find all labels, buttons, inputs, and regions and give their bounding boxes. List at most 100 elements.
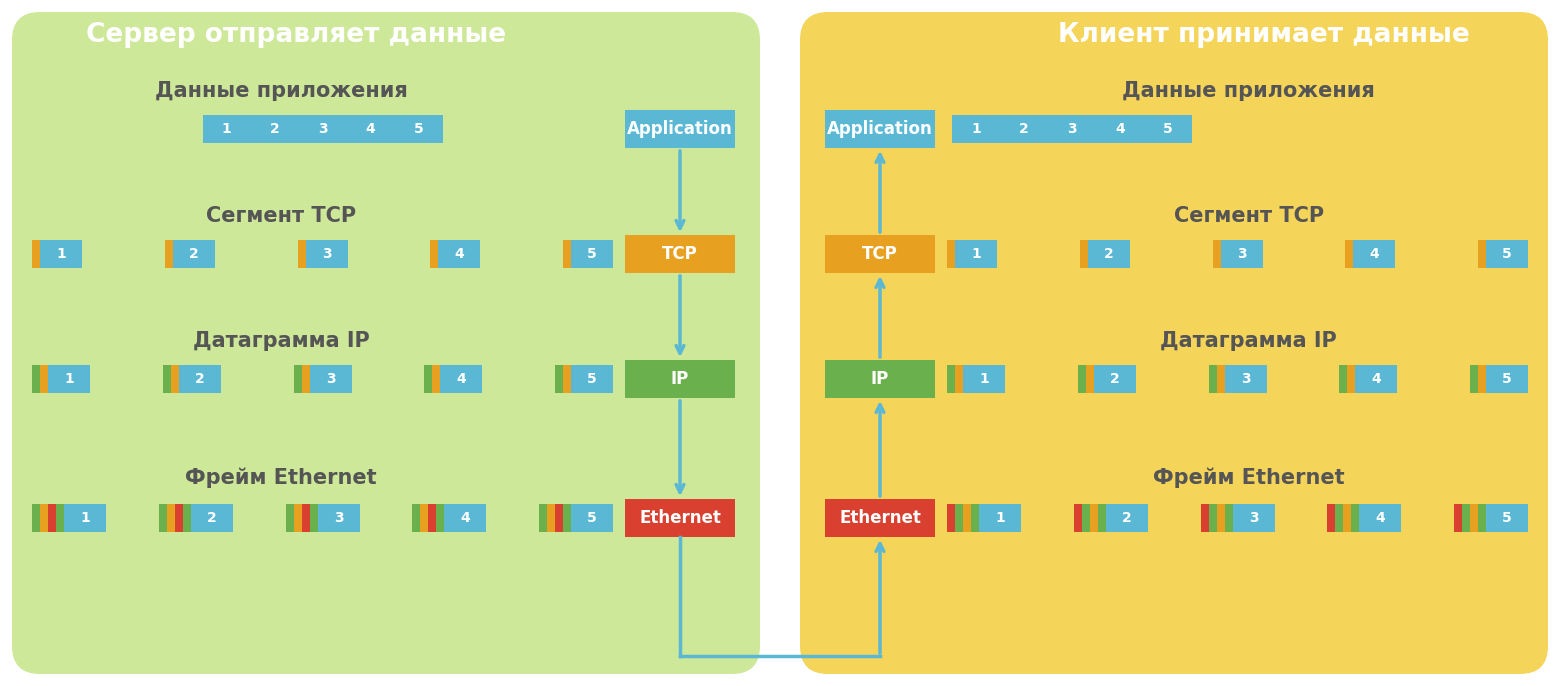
Bar <box>1106 504 1148 532</box>
Text: 1: 1 <box>80 511 90 525</box>
Bar <box>571 240 613 268</box>
Bar <box>548 504 555 532</box>
Bar <box>301 365 309 393</box>
Bar <box>1201 504 1209 532</box>
Bar <box>318 504 359 532</box>
Bar <box>33 240 41 268</box>
Text: 4: 4 <box>1371 372 1381 386</box>
Bar <box>1462 504 1470 532</box>
Bar <box>963 365 1005 393</box>
FancyBboxPatch shape <box>800 12 1548 674</box>
Bar <box>1073 504 1081 532</box>
Text: Данные приложения: Данные приложения <box>154 81 407 101</box>
Bar <box>1225 365 1267 393</box>
Bar <box>563 504 571 532</box>
Bar <box>1232 504 1275 532</box>
Bar <box>48 365 90 393</box>
Bar <box>41 504 48 532</box>
Bar <box>825 235 934 273</box>
Bar <box>1087 240 1129 268</box>
Bar <box>431 240 438 268</box>
Bar <box>1081 504 1090 532</box>
Text: 5: 5 <box>1502 372 1512 386</box>
Bar <box>1348 365 1356 393</box>
Text: 2: 2 <box>1122 511 1131 525</box>
Bar <box>285 504 293 532</box>
Bar <box>1470 365 1477 393</box>
Bar <box>947 240 955 268</box>
Bar <box>1217 504 1225 532</box>
Bar <box>175 504 183 532</box>
Text: 4: 4 <box>1370 247 1379 261</box>
Text: Данные приложения: Данные приложения <box>1122 81 1376 101</box>
Bar <box>301 504 309 532</box>
Text: Фрейм Ethernet: Фрейм Ethernet <box>1153 468 1345 488</box>
Bar <box>432 365 440 393</box>
Text: 2: 2 <box>207 511 217 525</box>
Text: 1: 1 <box>64 372 73 386</box>
Bar <box>33 365 41 393</box>
Text: 1: 1 <box>995 511 1005 525</box>
Bar <box>1212 240 1220 268</box>
Text: 3: 3 <box>326 372 335 386</box>
Bar <box>955 240 997 268</box>
Bar <box>424 365 432 393</box>
Bar <box>1345 240 1353 268</box>
Bar <box>555 365 563 393</box>
Bar <box>437 504 445 532</box>
Text: Клиент принимает данные: Клиент принимает данные <box>1058 22 1470 48</box>
Bar <box>626 360 735 398</box>
Bar <box>440 365 482 393</box>
Text: 5: 5 <box>587 511 597 525</box>
Bar <box>429 504 437 532</box>
Text: Сегмент TCP: Сегмент TCP <box>1173 206 1324 226</box>
Bar <box>1477 504 1487 532</box>
Text: 5: 5 <box>413 122 423 136</box>
Bar <box>306 240 348 268</box>
Bar <box>1086 365 1094 393</box>
Text: TCP: TCP <box>863 245 899 263</box>
FancyBboxPatch shape <box>12 12 760 674</box>
Bar <box>571 504 613 532</box>
Bar <box>970 504 980 532</box>
Bar <box>48 504 56 532</box>
Text: 2: 2 <box>1104 247 1114 261</box>
Bar <box>1353 240 1395 268</box>
Text: TCP: TCP <box>661 245 697 263</box>
Bar <box>445 504 487 532</box>
Bar <box>1359 504 1401 532</box>
Bar <box>1328 504 1335 532</box>
Bar <box>1477 365 1487 393</box>
Bar <box>825 499 934 537</box>
Text: 1: 1 <box>972 122 981 136</box>
Bar <box>626 110 735 148</box>
Bar <box>412 504 420 532</box>
Text: Ethernet: Ethernet <box>839 509 920 527</box>
Bar <box>190 504 232 532</box>
Bar <box>420 504 429 532</box>
Bar <box>1090 504 1098 532</box>
Text: Application: Application <box>827 120 933 138</box>
Text: Application: Application <box>627 120 733 138</box>
Bar <box>540 504 548 532</box>
Text: 2: 2 <box>189 247 198 261</box>
Bar <box>1454 504 1462 532</box>
Bar <box>825 110 934 148</box>
Text: 5: 5 <box>587 372 597 386</box>
Bar <box>1209 365 1217 393</box>
Text: 3: 3 <box>1240 372 1250 386</box>
Text: 5: 5 <box>1164 122 1173 136</box>
Text: 2: 2 <box>195 372 204 386</box>
Bar <box>1078 365 1086 393</box>
Bar <box>167 504 175 532</box>
Text: 3: 3 <box>321 247 331 261</box>
Bar <box>825 360 934 398</box>
Text: 4: 4 <box>1376 511 1385 525</box>
Text: 1: 1 <box>56 247 66 261</box>
Bar <box>955 365 963 393</box>
Bar <box>1343 504 1351 532</box>
Bar <box>1470 504 1477 532</box>
Bar <box>626 235 735 273</box>
Bar <box>1080 240 1087 268</box>
Text: 2: 2 <box>1019 122 1030 136</box>
